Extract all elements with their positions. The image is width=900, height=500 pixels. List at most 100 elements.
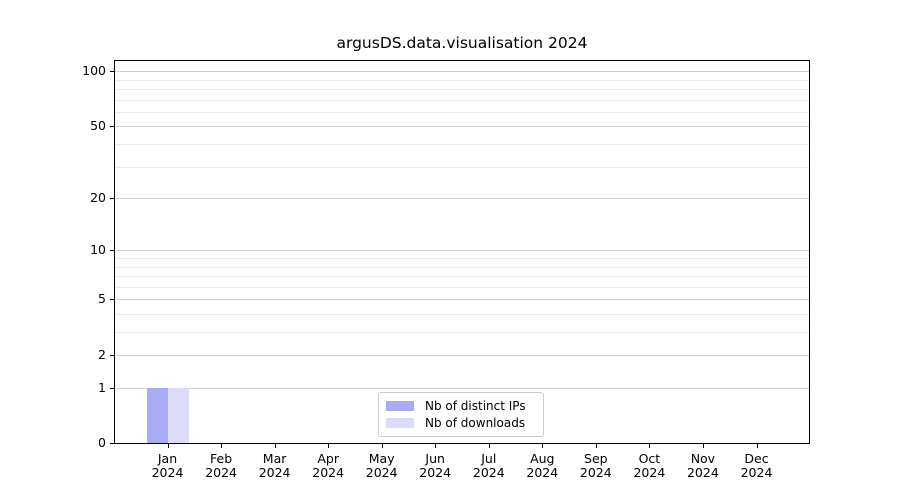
x-tick-label-year-jul-2024: 2024	[472, 465, 505, 480]
y-gridline-major-100	[115, 71, 809, 73]
x-tick-oct-2024	[649, 444, 651, 448]
x-tick-label-jun-2024: Jun 2024	[419, 452, 451, 480]
legend-label-distinct-ips: Nb of distinct IPs	[425, 398, 526, 413]
x-tick-label-month-jul-2024: Jul	[481, 451, 497, 466]
y-tick-1	[110, 388, 114, 389]
y-gridline-major-20	[115, 198, 809, 200]
y-gridline-minor-70	[115, 99, 809, 101]
x-tick-label-year-nov-2024: 2024	[686, 465, 719, 480]
y-gridline-minor-80	[115, 89, 809, 90]
y-tick-100	[110, 71, 114, 73]
x-tick-dec-2024	[756, 444, 758, 448]
x-tick-label-month-sep-2024: Sep	[584, 451, 608, 466]
x-tick-label-month-dec-2024: Dec	[744, 451, 769, 466]
x-tick-label-year-mar-2024: 2024	[258, 465, 291, 480]
x-tick-label-year-jan-2024: 2024	[151, 465, 184, 480]
y-gridline-major-5	[115, 299, 809, 301]
y-gridline-major-10	[115, 250, 809, 252]
x-tick-label-month-oct-2024: Oct	[638, 451, 661, 466]
x-tick-label-jul-2024: Jul 2024	[473, 452, 505, 480]
x-tick-label-month-jan-2024: Jan	[157, 451, 178, 466]
y-tick-label-2: 2	[98, 347, 106, 363]
y-gridline-minor-40	[115, 144, 809, 145]
legend-label-downloads: Nb of downloads	[425, 416, 526, 431]
x-tick-apr-2024	[328, 444, 330, 448]
y-tick-20	[110, 198, 114, 200]
legend-item-downloads: Nb of downloads	[386, 415, 537, 433]
x-tick-label-mar-2024: Mar 2024	[259, 452, 291, 480]
x-tick-label-year-feb-2024: 2024	[205, 465, 237, 480]
y-gridline-major-2	[115, 355, 809, 357]
x-tick-label-month-jun-2024: Jun	[425, 451, 445, 466]
x-tick-label-aug-2024: Aug 2024	[526, 452, 558, 480]
y-gridline-major-1	[115, 388, 809, 389]
y-tick-label-5: 5	[98, 291, 106, 307]
y-tick-label-1: 1	[98, 380, 106, 395]
y-gridline-major-50	[115, 126, 809, 128]
y-gridline-minor-7	[115, 276, 809, 277]
x-tick-mar-2024	[274, 444, 276, 448]
x-tick-label-month-may-2024: May	[368, 451, 395, 466]
y-tick-5	[110, 299, 114, 301]
axis-spine-bottom	[114, 443, 810, 444]
y-tick-0	[110, 443, 114, 444]
x-tick-label-year-aug-2024: 2024	[526, 465, 559, 480]
x-tick-label-month-nov-2024: Nov	[690, 451, 716, 466]
y-tick-label-100: 100	[82, 63, 106, 79]
x-tick-label-month-aug-2024: Aug	[530, 451, 555, 466]
x-tick-label-year-oct-2024: 2024	[633, 465, 666, 480]
y-gridline-minor-8	[115, 266, 809, 268]
y-gridline-minor-90	[115, 79, 809, 81]
axis-spine-right	[809, 60, 810, 444]
x-tick-label-month-apr-2024: Apr	[317, 451, 339, 466]
grid-layer	[114, 60, 810, 444]
chart-title: argusDS.data.visualisation 2024	[336, 34, 588, 52]
x-tick-feb-2024	[221, 444, 223, 448]
x-tick-label-month-mar-2024: Mar	[262, 451, 287, 466]
x-tick-label-year-dec-2024: 2024	[740, 465, 773, 480]
x-tick-may-2024	[381, 444, 383, 448]
x-tick-label-jan-2024: Jan 2024	[152, 452, 184, 480]
y-tick-50	[110, 126, 114, 128]
y-gridline-minor-60	[115, 111, 809, 113]
axis-spine-top	[114, 60, 810, 61]
axis-spine-left	[114, 60, 115, 444]
bar-jan-2024-series-0	[146, 388, 168, 443]
y-tick-10	[110, 250, 114, 252]
x-tick-label-oct-2024: Oct 2024	[633, 452, 665, 480]
y-tick-label-20: 20	[90, 190, 106, 206]
y-tick-label-10: 10	[90, 242, 106, 258]
x-tick-label-year-apr-2024: 2024	[312, 465, 345, 480]
x-tick-label-dec-2024: Dec 2024	[741, 452, 773, 480]
legend-swatch-downloads	[386, 418, 414, 429]
plot-area: 0 1 2 5 10 20 50 100 Jan 2024 Feb 2024 Mar 2024 Apr 20…	[82, 60, 810, 480]
legend: Nb of distinct IPs Nb of downloads	[378, 392, 544, 437]
y-tick-label-0: 0	[98, 435, 106, 450]
x-tick-label-sep-2024: Sep 2024	[580, 452, 612, 480]
y-gridline-minor-6	[115, 286, 809, 288]
y-gridline-minor-30	[115, 166, 809, 168]
legend-swatch-distinct-ips	[386, 400, 414, 411]
bars-layer	[114, 60, 810, 444]
y-gridline-minor-9	[115, 258, 809, 259]
x-tick-label-apr-2024: Apr 2024	[312, 452, 344, 480]
x-tick-nov-2024	[702, 444, 704, 448]
x-tick-sep-2024	[595, 444, 597, 448]
x-tick-label-year-sep-2024: 2024	[579, 465, 612, 480]
x-tick-label-feb-2024: Feb 2024	[205, 452, 237, 480]
x-tick-label-year-jun-2024: 2024	[419, 465, 452, 480]
x-tick-label-nov-2024: Nov 2024	[687, 452, 719, 480]
y-axis: 0 1 2 5 10 20 50 100	[82, 60, 810, 450]
y-tick-label-50: 50	[90, 118, 106, 134]
x-tick-label-month-feb-2024: Feb	[210, 451, 233, 466]
x-tick-label-year-may-2024: 2024	[365, 465, 398, 480]
y-tick-2	[110, 355, 114, 357]
legend-item-distinct-ips: Nb of distinct IPs	[386, 397, 537, 415]
x-tick-jan-2024	[167, 444, 169, 448]
y-gridline-minor-3	[115, 332, 809, 333]
x-tick-label-may-2024: May 2024	[366, 452, 398, 480]
x-axis: Jan 2024 Feb 2024 Mar 2024 Apr 2024 May 2024 Jun 20…	[114, 60, 810, 480]
bar-jan-2024-series-1	[167, 388, 189, 443]
x-tick-jun-2024	[435, 444, 437, 448]
